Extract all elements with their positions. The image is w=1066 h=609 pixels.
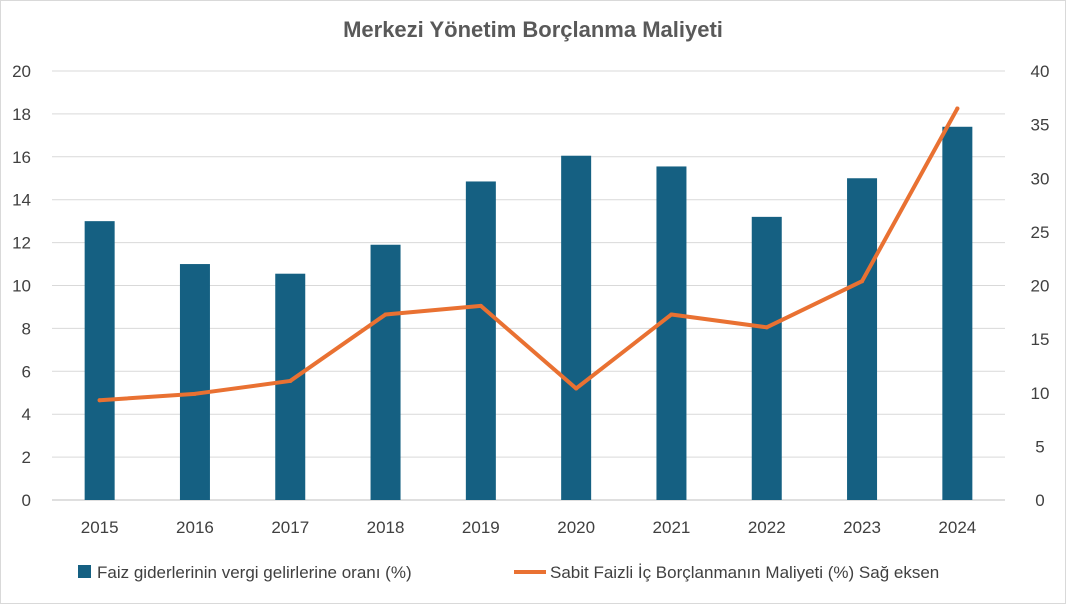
left-tick-label: 14 <box>12 191 31 210</box>
bar <box>942 126 973 501</box>
right-tick-label: 10 <box>1031 384 1050 403</box>
x-tick-label: 2024 <box>938 518 976 537</box>
x-tick-label: 2017 <box>271 518 309 537</box>
line-point <box>383 312 388 317</box>
line-point <box>764 325 769 330</box>
bar <box>656 166 687 500</box>
bar <box>275 273 306 500</box>
x-tick-label: 2021 <box>653 518 691 537</box>
line-point <box>97 398 102 403</box>
right-axis: 0 5 10 15 20 25 30 35 40 <box>1031 62 1050 510</box>
left-tick-label: 8 <box>22 319 31 338</box>
gridlines <box>52 70 1005 501</box>
left-tick-label: 18 <box>12 105 31 124</box>
bar-series <box>84 126 973 501</box>
line-point <box>955 106 960 111</box>
left-tick-label: 10 <box>12 277 31 296</box>
right-tick-label: 25 <box>1031 223 1050 242</box>
x-tick-label: 2016 <box>176 518 214 537</box>
line-point <box>574 386 579 391</box>
x-tick-label: 2019 <box>462 518 500 537</box>
line-series <box>97 106 960 403</box>
x-tick-label: 2022 <box>748 518 786 537</box>
left-tick-label: 20 <box>12 62 31 81</box>
left-tick-label: 6 <box>22 362 31 381</box>
legend-label-line: Sabit Faizli İç Borçlanmanın Maliyeti (%… <box>550 563 939 582</box>
x-tick-label: 2018 <box>367 518 405 537</box>
right-tick-label: 0 <box>1035 491 1044 510</box>
x-axis: 2015 2016 2017 2018 2019 2020 2021 2022 2023 2024 <box>81 518 977 537</box>
x-tick-label: 2023 <box>843 518 881 537</box>
line-point <box>860 279 865 284</box>
line-point <box>192 391 197 396</box>
x-tick-label: 2015 <box>81 518 119 537</box>
right-tick-label: 5 <box>1035 437 1044 456</box>
left-tick-label: 0 <box>22 491 31 510</box>
right-tick-label: 35 <box>1031 116 1050 135</box>
line-path <box>97 106 960 403</box>
bar <box>847 178 878 500</box>
line-point <box>288 378 293 383</box>
x-tick-label: 2020 <box>557 518 595 537</box>
right-tick-label: 40 <box>1031 62 1050 81</box>
bar <box>751 216 782 501</box>
line-point <box>669 312 674 317</box>
legend-label-bar: Faiz giderlerinin vergi gelirlerine oran… <box>97 563 412 582</box>
right-tick-label: 30 <box>1031 169 1050 188</box>
legend: Faiz giderlerinin vergi gelirlerine oran… <box>78 563 939 582</box>
right-tick-label: 20 <box>1031 277 1050 296</box>
left-tick-label: 12 <box>12 234 31 253</box>
legend-swatch-bar <box>78 565 91 578</box>
chart-title: Merkezi Yönetim Borçlanma Maliyeti <box>343 17 723 42</box>
line-point <box>478 303 483 308</box>
left-axis: 0 2 4 6 8 10 12 14 16 18 20 <box>12 62 31 510</box>
left-tick-label: 16 <box>12 148 31 167</box>
bar <box>84 221 115 500</box>
right-tick-label: 15 <box>1031 330 1050 349</box>
bar <box>179 264 210 500</box>
bar <box>370 244 401 500</box>
left-tick-label: 4 <box>22 405 31 424</box>
bar <box>465 181 496 500</box>
bar <box>561 155 592 501</box>
left-tick-label: 2 <box>22 448 31 467</box>
